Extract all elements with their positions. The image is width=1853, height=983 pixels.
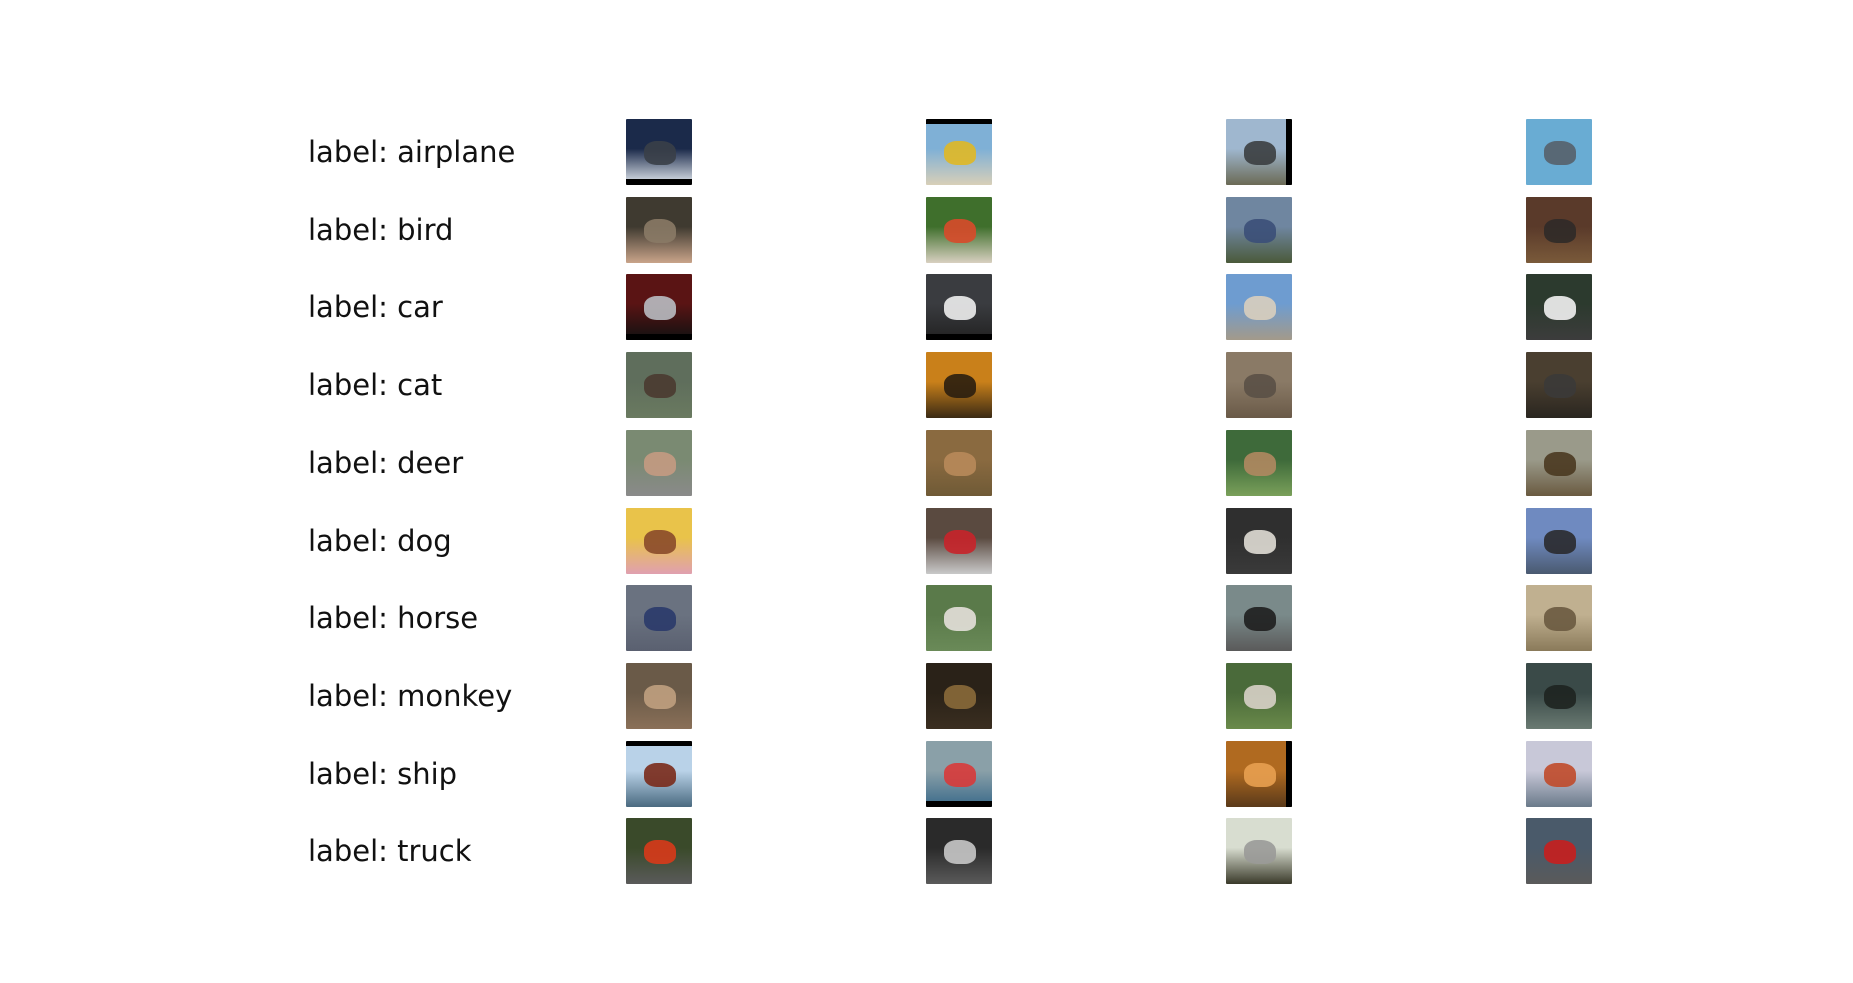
- ship-thumb-3: [1226, 741, 1292, 807]
- row-label: label: airplane: [308, 135, 516, 169]
- row-label: label: monkey: [308, 679, 513, 713]
- monkey-thumb-1: [626, 663, 692, 729]
- thumb-subject: [1544, 219, 1576, 243]
- bird-thumb-2: [926, 197, 992, 263]
- cat-thumb-4: [1526, 352, 1592, 418]
- car-thumb-3: [1226, 274, 1292, 340]
- thumb-border-bar: [1286, 119, 1292, 185]
- thumb-subject: [944, 452, 976, 476]
- row-label: label: ship: [308, 757, 458, 791]
- thumb-subject: [1244, 607, 1276, 631]
- truck-thumb-3: [1226, 818, 1292, 884]
- thumb-subject: [944, 607, 976, 631]
- thumb-border-bar: [626, 179, 692, 185]
- thumb-subject: [644, 374, 676, 398]
- thumb-border-bar: [926, 334, 992, 340]
- thumb-subject: [1544, 141, 1576, 165]
- thumb-subject: [644, 452, 676, 476]
- deer-thumb-3: [1226, 430, 1292, 496]
- ship-thumb-2: [926, 741, 992, 807]
- thumb-subject: [944, 685, 976, 709]
- cat-thumb-3: [1226, 352, 1292, 418]
- car-thumb-2: [926, 274, 992, 340]
- row-label: label: horse: [308, 601, 479, 635]
- truck-thumb-1: [626, 818, 692, 884]
- airplane-thumb-2: [926, 119, 992, 185]
- thumb-subject: [1544, 296, 1576, 320]
- thumb-subject: [1544, 763, 1576, 787]
- thumb-subject: [944, 840, 976, 864]
- horse-thumb-1: [626, 585, 692, 651]
- deer-thumb-4: [1526, 430, 1592, 496]
- horse-thumb-4: [1526, 585, 1592, 651]
- thumb-subject: [1244, 840, 1276, 864]
- cat-thumb-1: [626, 352, 692, 418]
- thumb-subject: [1244, 141, 1276, 165]
- thumb-subject: [1244, 452, 1276, 476]
- airplane-thumb-3: [1226, 119, 1292, 185]
- airplane-thumb-4: [1526, 119, 1592, 185]
- bird-thumb-1: [626, 197, 692, 263]
- thumb-subject: [944, 530, 976, 554]
- row-label: label: dog: [308, 524, 452, 558]
- row-label: label: truck: [308, 834, 472, 868]
- thumb-border-bar: [926, 119, 992, 124]
- car-thumb-1: [626, 274, 692, 340]
- thumb-subject: [1244, 374, 1276, 398]
- thumb-subject: [1244, 530, 1276, 554]
- thumb-subject: [1244, 219, 1276, 243]
- thumb-border-bar: [1286, 741, 1292, 807]
- thumb-subject: [1544, 530, 1576, 554]
- thumb-subject: [1544, 607, 1576, 631]
- dog-thumb-3: [1226, 508, 1292, 574]
- thumb-subject: [644, 141, 676, 165]
- monkey-thumb-3: [1226, 663, 1292, 729]
- horse-thumb-2: [926, 585, 992, 651]
- bird-thumb-4: [1526, 197, 1592, 263]
- monkey-thumb-4: [1526, 663, 1592, 729]
- thumb-subject: [644, 685, 676, 709]
- row-label: label: bird: [308, 213, 454, 247]
- bird-thumb-3: [1226, 197, 1292, 263]
- horse-thumb-3: [1226, 585, 1292, 651]
- airplane-thumb-1: [626, 119, 692, 185]
- thumb-subject: [644, 296, 676, 320]
- thumb-subject: [1244, 685, 1276, 709]
- thumb-subject: [1244, 296, 1276, 320]
- thumb-subject: [944, 763, 976, 787]
- dog-thumb-2: [926, 508, 992, 574]
- thumb-subject: [1544, 685, 1576, 709]
- thumb-subject: [1244, 763, 1276, 787]
- deer-thumb-2: [926, 430, 992, 496]
- dog-thumb-1: [626, 508, 692, 574]
- thumb-border-bar: [626, 741, 692, 746]
- truck-thumb-4: [1526, 818, 1592, 884]
- thumb-subject: [644, 763, 676, 787]
- thumb-subject: [1544, 374, 1576, 398]
- dog-thumb-4: [1526, 508, 1592, 574]
- cat-thumb-2: [926, 352, 992, 418]
- thumb-subject: [644, 219, 676, 243]
- row-label: label: cat: [308, 368, 443, 402]
- thumb-subject: [944, 141, 976, 165]
- car-thumb-4: [1526, 274, 1592, 340]
- thumb-subject: [644, 530, 676, 554]
- monkey-thumb-2: [926, 663, 992, 729]
- ship-thumb-4: [1526, 741, 1592, 807]
- thumb-subject: [644, 840, 676, 864]
- row-label: label: car: [308, 290, 443, 324]
- truck-thumb-2: [926, 818, 992, 884]
- thumb-subject: [644, 607, 676, 631]
- thumb-subject: [944, 219, 976, 243]
- thumb-subject: [1544, 452, 1576, 476]
- thumb-border-bar: [626, 334, 692, 340]
- thumb-border-bar: [926, 801, 992, 807]
- thumb-subject: [1544, 840, 1576, 864]
- thumb-subject: [944, 374, 976, 398]
- row-label: label: deer: [308, 446, 464, 480]
- ship-thumb-1: [626, 741, 692, 807]
- deer-thumb-1: [626, 430, 692, 496]
- thumb-subject: [944, 296, 976, 320]
